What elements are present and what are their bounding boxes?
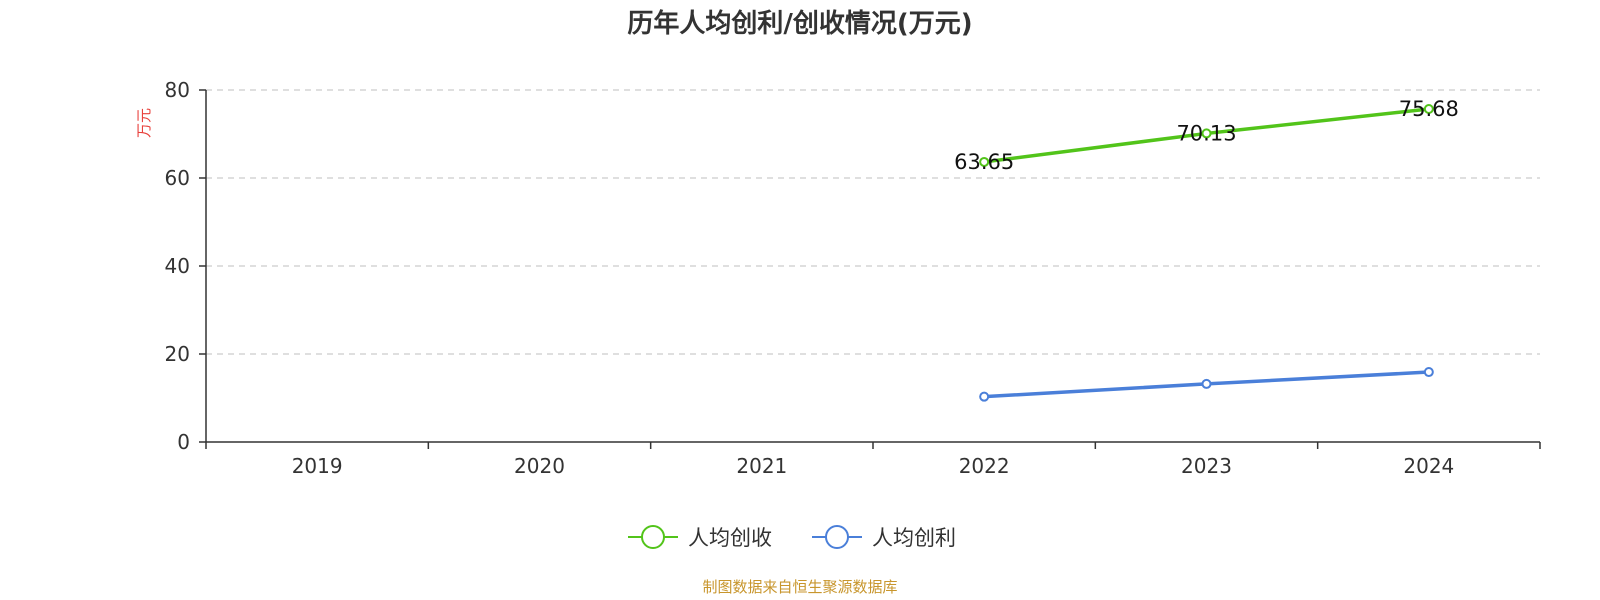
data-point[interactable] (1423, 104, 1434, 115)
y-tick-label: 0 (177, 430, 190, 454)
x-tick-label: 2023 (1181, 454, 1232, 478)
x-tick-label: 2020 (514, 454, 565, 478)
legend-label: 人均创利 (872, 526, 956, 550)
chart-title: 历年人均创利/创收情况(万元) (627, 8, 972, 39)
y-tick-label: 40 (165, 254, 190, 278)
x-tick-label: 2019 (292, 454, 343, 478)
legend-label: 人均创收 (688, 526, 772, 550)
data-label: 70.13 (1176, 121, 1236, 145)
y-tick-label: 60 (165, 166, 190, 190)
data-point[interactable] (979, 391, 990, 402)
data-point[interactable] (1201, 128, 1212, 139)
x-axis-ticks: 2019 2020 2021 2022 2023 2024 (205, 442, 1541, 478)
x-tick-label: 2021 (736, 454, 787, 478)
legend-item-0[interactable]: 人均创收 (628, 525, 772, 550)
legend-marker (641, 525, 665, 549)
x-tick-label: 2024 (1403, 454, 1454, 478)
data-label: 75.68 (1399, 97, 1459, 121)
data-point[interactable] (1201, 378, 1212, 389)
series-lines (979, 104, 1434, 402)
legend-item-1[interactable]: 人均创利 (812, 525, 956, 550)
legend[interactable]: 人均创收 人均创利 (628, 525, 956, 550)
y-tick-label: 80 (165, 78, 190, 102)
data-labels: 63.65 70.13 75.68 (954, 97, 1459, 174)
data-label: 63.65 (954, 150, 1014, 174)
y-tick-label: 20 (165, 342, 190, 366)
source-footer: 制图数据来自恒生聚源数据库 (702, 578, 897, 596)
y-axis-ticks: 0 20 40 60 80 (165, 78, 206, 454)
x-tick-label: 2022 (959, 454, 1010, 478)
y-axis-label: 万元 (135, 108, 153, 138)
legend-marker (825, 525, 849, 549)
data-point[interactable] (979, 156, 990, 167)
grid-lines (206, 89, 1540, 355)
data-point[interactable] (1423, 367, 1434, 378)
